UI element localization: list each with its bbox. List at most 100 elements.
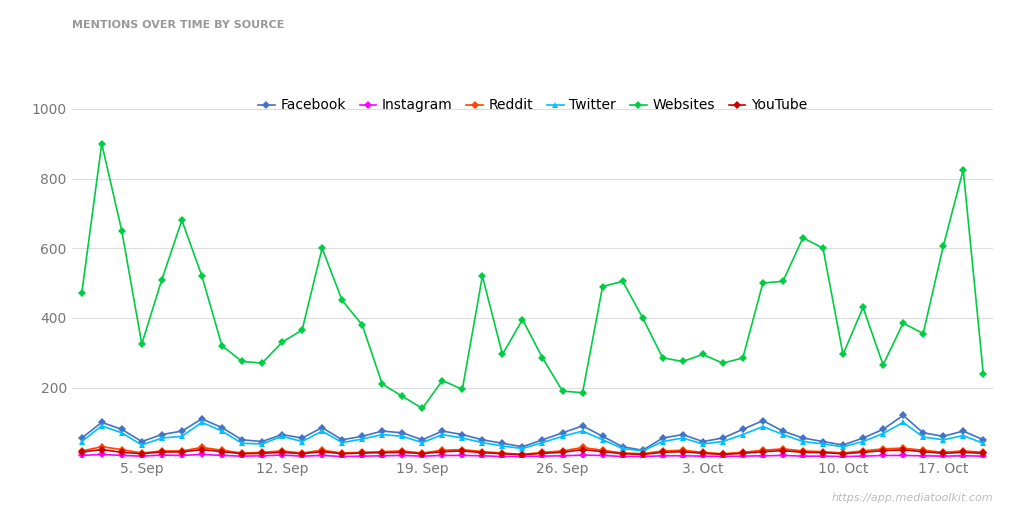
Reddit: [736, 449, 749, 455]
YouTube: [497, 451, 509, 457]
Instagram: [696, 453, 709, 459]
Reddit: [236, 450, 248, 456]
Twitter: [436, 431, 449, 437]
YouTube: [616, 451, 629, 457]
Twitter: [196, 419, 208, 425]
Instagram: [516, 454, 528, 460]
Instagram: [797, 453, 809, 459]
Instagram: [356, 453, 369, 459]
Instagram: [457, 453, 469, 459]
YouTube: [236, 451, 248, 457]
Facebook: [937, 433, 949, 439]
Instagram: [135, 453, 147, 459]
Instagram: [817, 453, 829, 459]
YouTube: [656, 449, 669, 455]
YouTube: [696, 450, 709, 456]
Facebook: [537, 437, 549, 443]
YouTube: [736, 450, 749, 456]
Reddit: [637, 451, 649, 457]
Twitter: [957, 432, 970, 438]
Instagram: [596, 453, 608, 459]
Websites: [817, 245, 829, 251]
Facebook: [817, 438, 829, 444]
Instagram: [777, 453, 790, 459]
YouTube: [416, 451, 428, 457]
Websites: [857, 304, 869, 310]
YouTube: [577, 447, 589, 453]
Reddit: [516, 452, 528, 458]
Twitter: [316, 428, 329, 434]
YouTube: [116, 449, 128, 455]
Facebook: [556, 430, 568, 436]
Websites: [577, 390, 589, 396]
Twitter: [857, 438, 869, 444]
Facebook: [316, 425, 329, 431]
Instagram: [857, 453, 869, 459]
YouTube: [356, 450, 369, 456]
Websites: [537, 355, 549, 361]
Instagram: [637, 454, 649, 460]
Facebook: [977, 437, 989, 443]
Facebook: [877, 426, 889, 432]
YouTube: [275, 449, 288, 455]
Facebook: [797, 435, 809, 441]
Websites: [236, 358, 248, 364]
Instagram: [736, 453, 749, 459]
Websites: [216, 343, 228, 349]
Websites: [736, 355, 749, 361]
Facebook: [897, 412, 909, 419]
Twitter: [897, 419, 909, 425]
YouTube: [637, 452, 649, 458]
Websites: [897, 320, 909, 326]
Twitter: [336, 439, 348, 446]
Twitter: [236, 440, 248, 447]
Reddit: [156, 448, 168, 454]
Line: Facebook: Facebook: [79, 412, 986, 453]
Websites: [275, 339, 288, 345]
Instagram: [116, 453, 128, 459]
Twitter: [116, 430, 128, 436]
Instagram: [656, 453, 669, 459]
Websites: [696, 352, 709, 358]
Websites: [837, 352, 849, 358]
YouTube: [717, 452, 729, 458]
Text: MENTIONS OVER TIME BY SOURCE: MENTIONS OVER TIME BY SOURCE: [72, 20, 284, 30]
Instagram: [577, 452, 589, 458]
YouTube: [376, 450, 388, 456]
Websites: [777, 278, 790, 284]
Reddit: [877, 446, 889, 452]
Websites: [196, 273, 208, 279]
Twitter: [977, 440, 989, 447]
Facebook: [656, 435, 669, 441]
Facebook: [416, 437, 428, 443]
Instagram: [275, 452, 288, 458]
Line: Instagram: Instagram: [79, 452, 986, 459]
Facebook: [436, 428, 449, 434]
Instagram: [877, 453, 889, 459]
Websites: [516, 316, 528, 323]
Reddit: [135, 450, 147, 456]
Instagram: [76, 453, 88, 459]
Reddit: [457, 447, 469, 453]
Facebook: [957, 428, 970, 434]
Websites: [396, 393, 409, 399]
Websites: [336, 297, 348, 303]
Twitter: [637, 448, 649, 454]
Reddit: [476, 449, 488, 455]
Facebook: [236, 437, 248, 443]
Websites: [977, 370, 989, 376]
Twitter: [176, 433, 188, 439]
Facebook: [376, 428, 388, 434]
Facebook: [616, 443, 629, 450]
Websites: [356, 322, 369, 328]
Websites: [757, 280, 769, 286]
Websites: [556, 388, 568, 394]
Twitter: [777, 431, 790, 437]
Websites: [717, 360, 729, 366]
Websites: [436, 377, 449, 384]
Websites: [797, 235, 809, 241]
Facebook: [116, 426, 128, 432]
YouTube: [156, 449, 168, 455]
Facebook: [677, 431, 689, 437]
Twitter: [918, 434, 930, 440]
